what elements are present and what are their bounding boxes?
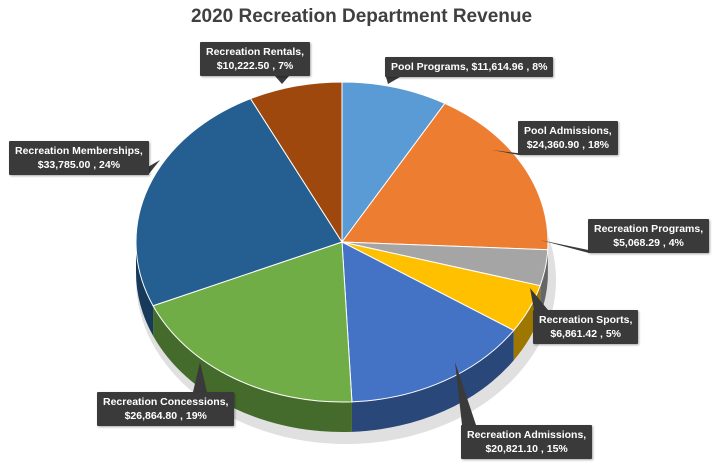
data-label-recreation-concessions: Recreation Concessions, $26,864.80 , 19%	[97, 392, 235, 426]
data-label-value: $6,861.42 , 5%	[550, 328, 621, 340]
chart-title: 2020 Recreation Department Revenue	[190, 6, 533, 27]
data-label-value: $10,222.50 , 7%	[216, 60, 294, 72]
data-label-recreation-sports: Recreation Sports, $6,861.42 , 5%	[533, 310, 639, 344]
data-label-recreation-memberships: Recreation Memberships, $33,785.00 , 24%	[9, 141, 149, 175]
pie-slice-pool-admissions	[341, 102, 549, 251]
leader-recreation-sports	[530, 288, 548, 310]
pie-slice-recreation-concessions	[152, 241, 353, 403]
data-label-value: $24,360.90 , 18%	[526, 139, 610, 151]
data-label-category: Recreation Programs,	[594, 223, 704, 235]
data-label-category: Recreation Rentals,	[206, 46, 305, 58]
data-label-category: Recreation Sports,	[539, 314, 633, 326]
pie-slice-pool-programs	[341, 81, 446, 244]
data-label-category: Recreation Admissions,	[467, 429, 587, 441]
leader-recreation-admissions	[455, 362, 476, 425]
pie-slice-recreation-memberships	[135, 98, 343, 307]
data-label-recreation-rentals: Recreation Rentals, $10,222.50 , 7%	[200, 42, 311, 76]
data-label-pool-programs: Pool Programs, $11,614.96 , 8%	[385, 57, 554, 77]
data-label-recreation-admissions: Recreation Admissions, $20,821.10 , 15%	[461, 425, 593, 459]
pie-slice-recreation-admissions	[341, 241, 515, 403]
data-label-value: $26,864.80 , 19%	[124, 410, 207, 422]
leader-pool-programs	[386, 77, 400, 84]
data-label-value: $20,821.10 , 15%	[485, 443, 568, 455]
pie-side-recreation-admissions	[351, 330, 514, 432]
pie-slice-recreation-rentals	[249, 81, 343, 244]
data-label-value: $33,785.00 , 24%	[37, 159, 121, 171]
leader-recreation-programs	[540, 240, 603, 253]
data-label-category: Pool Programs, $11,614.96 , 8%	[391, 61, 548, 73]
data-label-recreation-programs: Recreation Programs, $5,068.29 , 4%	[588, 219, 710, 253]
leader-recreation-rentals	[275, 76, 289, 84]
data-label-category: Recreation Concessions,	[103, 396, 229, 408]
data-label-category: Recreation Memberships,	[15, 145, 143, 157]
data-label-value: $5,068.29 , 4%	[613, 237, 684, 249]
data-label-pool-admissions: Pool Admissions, $24,360.90 , 18%	[518, 121, 618, 155]
pie-side-recreation-concessions	[153, 305, 352, 432]
leader-recreation-concessions	[193, 362, 207, 392]
data-label-category: Pool Admissions,	[524, 125, 612, 137]
